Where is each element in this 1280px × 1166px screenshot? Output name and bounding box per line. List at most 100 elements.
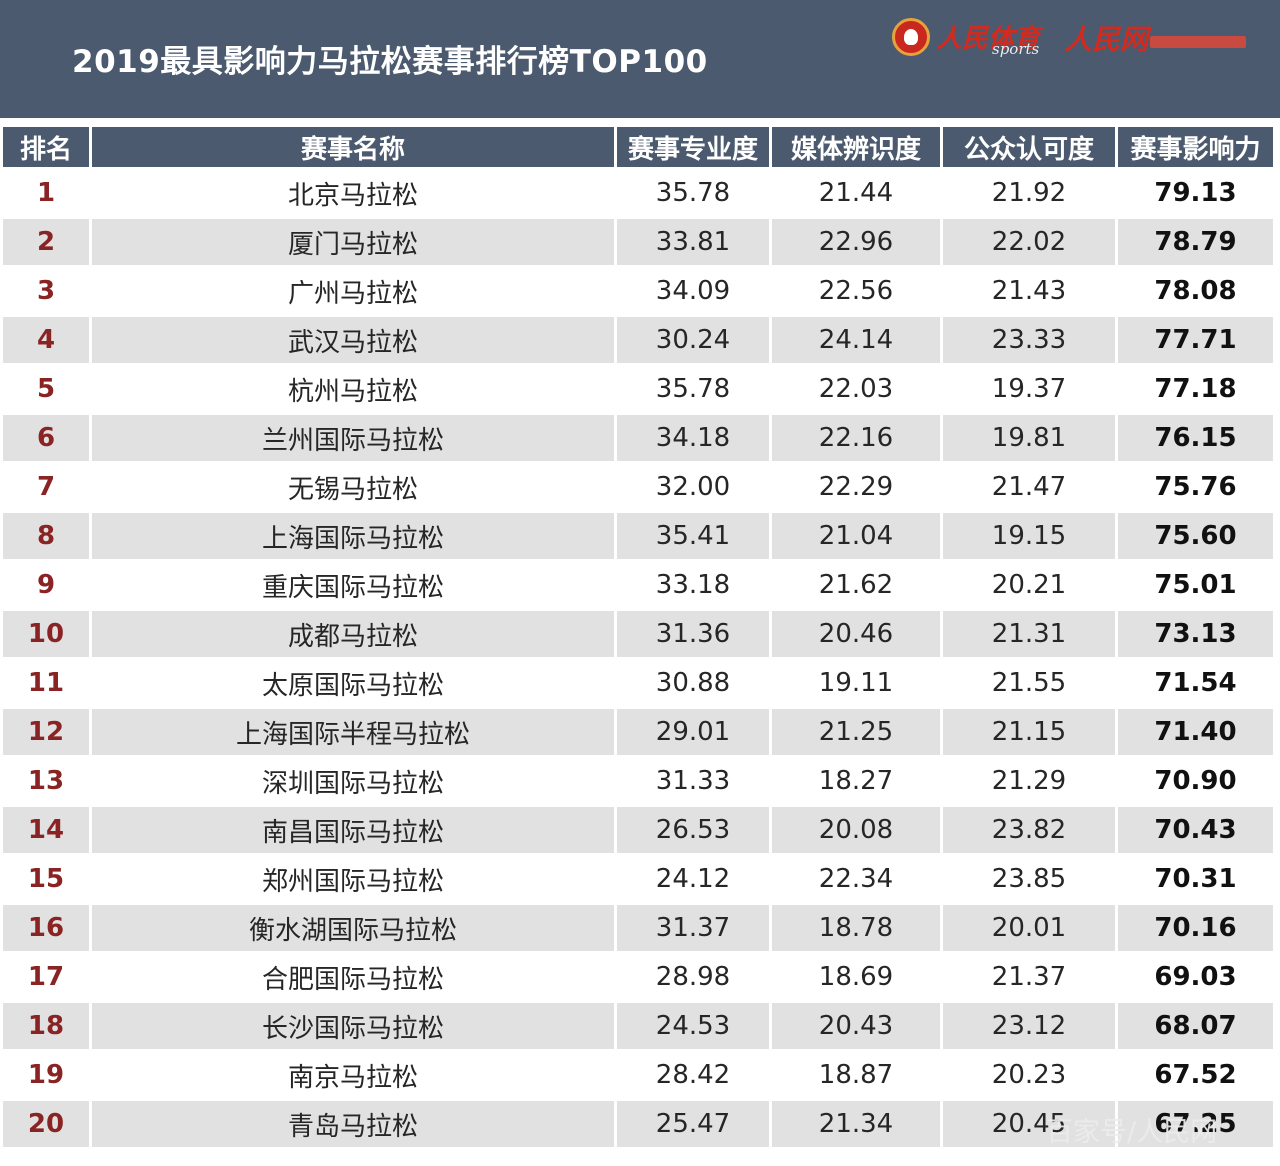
professional-score-cell: 31.36 <box>617 611 769 657</box>
table-row: 19 南京马拉松 28.42 18.87 20.23 67.52 <box>3 1052 1273 1098</box>
event-name-cell: 兰州国际马拉松 <box>92 415 614 461</box>
event-name-cell: 无锡马拉松 <box>92 464 614 510</box>
logo-group: 人民体育 sports 人民网 <box>892 14 1262 62</box>
table-row: 5 杭州马拉松 35.78 22.03 19.37 77.18 <box>3 366 1273 412</box>
public-score-cell: 21.55 <box>943 660 1115 706</box>
media-score-cell: 22.34 <box>772 856 940 902</box>
media-score-cell: 22.03 <box>772 366 940 412</box>
media-score-cell: 18.78 <box>772 905 940 951</box>
influence-score-cell: 75.01 <box>1118 562 1273 608</box>
sports-logo-subtext: sports <box>992 40 1040 58</box>
column-header-event-name: 赛事名称 <box>92 127 614 167</box>
professional-score-cell: 24.53 <box>617 1003 769 1049</box>
influence-score-cell: 71.54 <box>1118 660 1273 706</box>
professional-score-cell: 25.47 <box>617 1101 769 1147</box>
professional-score-cell: 31.37 <box>617 905 769 951</box>
event-name-cell: 南昌国际马拉松 <box>92 807 614 853</box>
rank-cell: 14 <box>3 807 89 853</box>
rank-cell: 13 <box>3 758 89 804</box>
rank-cell: 9 <box>3 562 89 608</box>
public-score-cell: 21.47 <box>943 464 1115 510</box>
event-name-cell: 深圳国际马拉松 <box>92 758 614 804</box>
media-score-cell: 20.46 <box>772 611 940 657</box>
media-score-cell: 21.04 <box>772 513 940 559</box>
influence-score-cell: 78.79 <box>1118 219 1273 265</box>
rank-cell: 6 <box>3 415 89 461</box>
public-score-cell: 23.33 <box>943 317 1115 363</box>
media-score-cell: 21.62 <box>772 562 940 608</box>
influence-score-cell: 71.40 <box>1118 709 1273 755</box>
people-sports-logo-text: 人民体育 <box>936 24 1041 54</box>
table-row: 2 厦门马拉松 33.81 22.96 22.02 78.79 <box>3 219 1273 265</box>
influence-score-cell: 67.25 <box>1118 1101 1273 1147</box>
media-score-cell: 22.16 <box>772 415 940 461</box>
event-name-cell: 北京马拉松 <box>92 170 614 216</box>
public-score-cell: 19.81 <box>943 415 1115 461</box>
professional-score-cell: 26.53 <box>617 807 769 853</box>
event-name-cell: 合肥国际马拉松 <box>92 954 614 1000</box>
influence-score-cell: 68.07 <box>1118 1003 1273 1049</box>
professional-score-cell: 31.33 <box>617 758 769 804</box>
public-score-cell: 20.01 <box>943 905 1115 951</box>
public-score-cell: 20.21 <box>943 562 1115 608</box>
table-row: 9 重庆国际马拉松 33.18 21.62 20.21 75.01 <box>3 562 1273 608</box>
table-body: 1 北京马拉松 35.78 21.44 21.92 79.13 2 厦门马拉松 33.81 22.… <box>3 170 1273 1147</box>
rank-cell: 1 <box>3 170 89 216</box>
professional-score-cell: 33.81 <box>617 219 769 265</box>
table-row: 15 郑州国际马拉松 24.12 22.34 23.85 70.31 <box>3 856 1273 902</box>
influence-score-cell: 77.71 <box>1118 317 1273 363</box>
influence-score-cell: 77.18 <box>1118 366 1273 412</box>
public-score-cell: 23.12 <box>943 1003 1115 1049</box>
public-score-cell: 20.23 <box>943 1052 1115 1098</box>
influence-score-cell: 70.16 <box>1118 905 1273 951</box>
table-row: 17 合肥国际马拉松 28.98 18.69 21.37 69.03 <box>3 954 1273 1000</box>
rank-cell: 2 <box>3 219 89 265</box>
rank-cell: 4 <box>3 317 89 363</box>
rank-cell: 18 <box>3 1003 89 1049</box>
table-row: 8 上海国际马拉松 35.41 21.04 19.15 75.60 <box>3 513 1273 559</box>
table-row: 16 衡水湖国际马拉松 31.37 18.78 20.01 70.16 <box>3 905 1273 951</box>
title-banner: 2019最具影响力马拉松赛事排行榜TOP100 人民体育 sports 人民网 <box>0 0 1280 118</box>
rank-cell: 12 <box>3 709 89 755</box>
table-row: 13 深圳国际马拉松 31.33 18.27 21.29 70.90 <box>3 758 1273 804</box>
influence-score-cell: 75.60 <box>1118 513 1273 559</box>
event-name-cell: 重庆国际马拉松 <box>92 562 614 608</box>
event-name-cell: 厦门马拉松 <box>92 219 614 265</box>
people-daily-logo-text: 人民网 <box>1064 23 1149 56</box>
professional-score-cell: 34.18 <box>617 415 769 461</box>
influence-score-cell: 75.76 <box>1118 464 1273 510</box>
media-score-cell: 22.29 <box>772 464 940 510</box>
rank-cell: 19 <box>3 1052 89 1098</box>
professional-score-cell: 35.78 <box>617 366 769 412</box>
column-header-rank: 排名 <box>3 127 89 167</box>
event-name-cell: 成都马拉松 <box>92 611 614 657</box>
column-header-media: 媒体辨识度 <box>772 127 940 167</box>
rank-cell: 7 <box>3 464 89 510</box>
public-score-cell: 21.15 <box>943 709 1115 755</box>
column-header-professional: 赛事专业度 <box>617 127 769 167</box>
event-name-cell: 太原国际马拉松 <box>92 660 614 706</box>
public-score-cell: 23.85 <box>943 856 1115 902</box>
influence-score-cell: 73.13 <box>1118 611 1273 657</box>
table-row: 6 兰州国际马拉松 34.18 22.16 19.81 76.15 <box>3 415 1273 461</box>
influence-score-cell: 76.15 <box>1118 415 1273 461</box>
influence-score-cell: 78.08 <box>1118 268 1273 314</box>
rank-cell: 15 <box>3 856 89 902</box>
rank-cell: 8 <box>3 513 89 559</box>
table-row: 18 长沙国际马拉松 24.53 20.43 23.12 68.07 <box>3 1003 1273 1049</box>
rank-cell: 5 <box>3 366 89 412</box>
public-score-cell: 22.02 <box>943 219 1115 265</box>
event-name-cell: 郑州国际马拉松 <box>92 856 614 902</box>
influence-score-cell: 67.52 <box>1118 1052 1273 1098</box>
public-score-cell: 21.31 <box>943 611 1115 657</box>
professional-score-cell: 33.18 <box>617 562 769 608</box>
rank-cell: 16 <box>3 905 89 951</box>
media-score-cell: 18.27 <box>772 758 940 804</box>
table-row: 3 广州马拉松 34.09 22.56 21.43 78.08 <box>3 268 1273 314</box>
professional-score-cell: 30.88 <box>617 660 769 706</box>
table-row: 7 无锡马拉松 32.00 22.29 21.47 75.76 <box>3 464 1273 510</box>
media-score-cell: 22.56 <box>772 268 940 314</box>
event-name-cell: 南京马拉松 <box>92 1052 614 1098</box>
professional-score-cell: 35.41 <box>617 513 769 559</box>
media-score-cell: 20.43 <box>772 1003 940 1049</box>
